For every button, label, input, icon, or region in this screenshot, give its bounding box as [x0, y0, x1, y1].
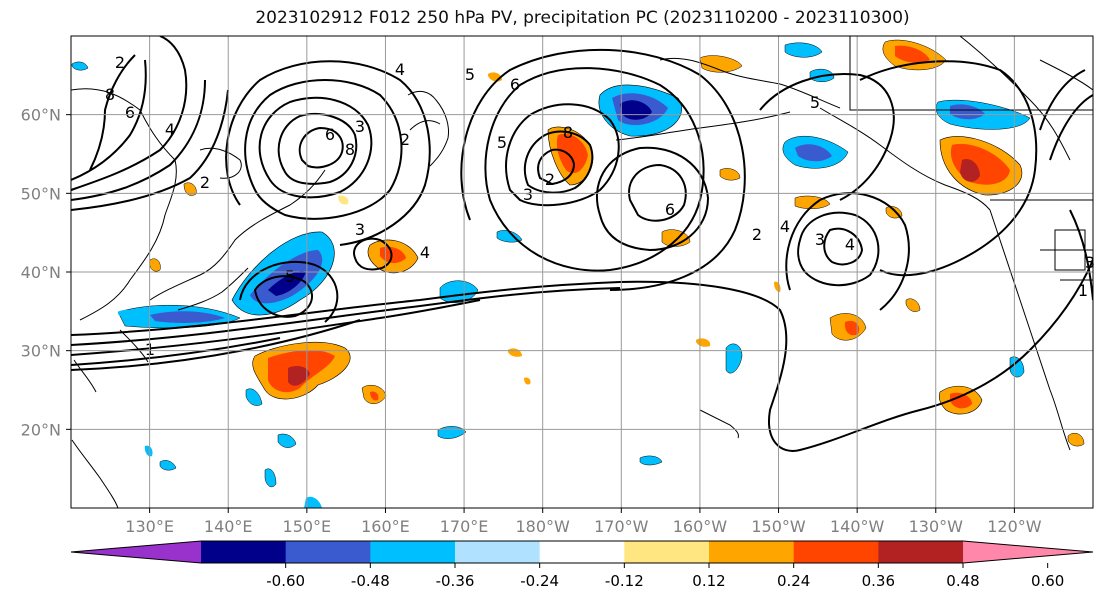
contour-label: 3 [355, 220, 365, 239]
map-title: 2023102912 F012 250 hPa PV, precipitatio… [255, 8, 910, 28]
colorbar-tick-label: 0.12 [692, 572, 725, 590]
contour-label: 5 [810, 93, 820, 112]
contour-label: 6 [665, 200, 675, 219]
lon-label: 160°W [673, 517, 728, 536]
colorbar-outline [70, 540, 1094, 564]
contour-label: 4 [845, 235, 855, 254]
contour-label: 2 [400, 130, 410, 149]
contour-label: 2 [752, 225, 762, 244]
map-frame [70, 35, 1094, 509]
colorbar-segment [285, 541, 371, 563]
positive-precip-blob [939, 136, 1023, 196]
colorbar-segment [878, 541, 964, 563]
colorbar-segment [201, 541, 287, 563]
longitude-labels: 130°E 140°E 150°E 160°E 170°E 180°W 170°W 160°W… [125, 517, 1041, 536]
lat-label: 50°N [21, 184, 61, 203]
colorbar-tick-label: 0.60 [1031, 572, 1064, 590]
colorbar-segment [539, 541, 625, 563]
colorbar-tick-label: -0.60 [266, 572, 305, 590]
positive-precip-blob [938, 385, 983, 415]
colorbar-tick-label: 0.24 [777, 572, 810, 590]
contour-label: 2 [200, 173, 210, 192]
contour-label: 6 [510, 75, 520, 94]
colorbar-tick-label: -0.12 [605, 572, 644, 590]
lon-label: 160°E [361, 517, 410, 536]
colorbar-tick-label: -0.48 [351, 572, 390, 590]
lat-label: 30°N [21, 342, 61, 361]
lat-label: 40°N [21, 263, 61, 282]
lon-label: 130°E [125, 517, 174, 536]
colorbar-tick-label: 0.36 [862, 572, 895, 590]
contour-label: 5 [465, 65, 475, 84]
lon-label: 130°W [909, 517, 964, 536]
contour-label: 6 [325, 125, 335, 144]
contour-label: 5 [497, 133, 507, 152]
contour-label: 4 [780, 217, 790, 236]
colorbar-extend-low [71, 541, 201, 563]
contour-label: 3 [1085, 253, 1095, 272]
contour-label: 8 [105, 85, 115, 104]
lon-label: 170°E [440, 517, 489, 536]
contour-label: 4 [420, 243, 430, 262]
contour-label: 5 [285, 267, 295, 286]
contour-label: 4 [395, 60, 405, 79]
contour-label: 2 [545, 170, 555, 189]
colorbar-segment [370, 541, 456, 563]
lon-label: 140°W [830, 517, 885, 536]
lon-label: 170°W [594, 517, 649, 536]
contour-label: 3 [523, 185, 533, 204]
colorbar-tick-label: -0.24 [520, 572, 559, 590]
colorbar-segment [709, 541, 795, 563]
lon-label: 150°E [283, 517, 332, 536]
lat-label: 60°N [21, 106, 61, 125]
contour-label: 3 [355, 117, 365, 136]
colorbar: -0.60 -0.48 -0.36 -0.24 -0.12 0.12 0.24 0.36 0.4… [70, 540, 1094, 590]
positive-precip-blob [367, 239, 419, 274]
contour-label: 2 [115, 53, 125, 72]
contour-label: 4 [165, 120, 175, 139]
contour-label: 1 [1078, 281, 1088, 300]
colorbar-segment [455, 541, 541, 563]
colorbar-tick-label: 0.48 [946, 572, 979, 590]
colorbar-segment [793, 541, 879, 563]
positive-precip-blob [252, 342, 351, 400]
lat-label: 20°N [21, 420, 61, 439]
negative-precip-blob [782, 135, 849, 169]
contour-label: 8 [563, 123, 573, 142]
contour-label: 6 [125, 103, 135, 122]
contour-label: 3 [815, 230, 825, 249]
graticule [66, 36, 1093, 513]
latitude-labels: 60°N 50°N 40°N 30°N 20°N [21, 106, 61, 440]
colorbar-extend-high [963, 541, 1093, 563]
colorbar-tick-label: -0.36 [436, 572, 475, 590]
lon-label: 120°W [987, 517, 1042, 536]
lon-label: 140°E [204, 517, 253, 536]
colorbar-segment [624, 541, 710, 563]
lon-label: 150°W [751, 517, 806, 536]
contour-label: 8 [345, 140, 355, 159]
lon-label: 180°W [516, 517, 571, 536]
